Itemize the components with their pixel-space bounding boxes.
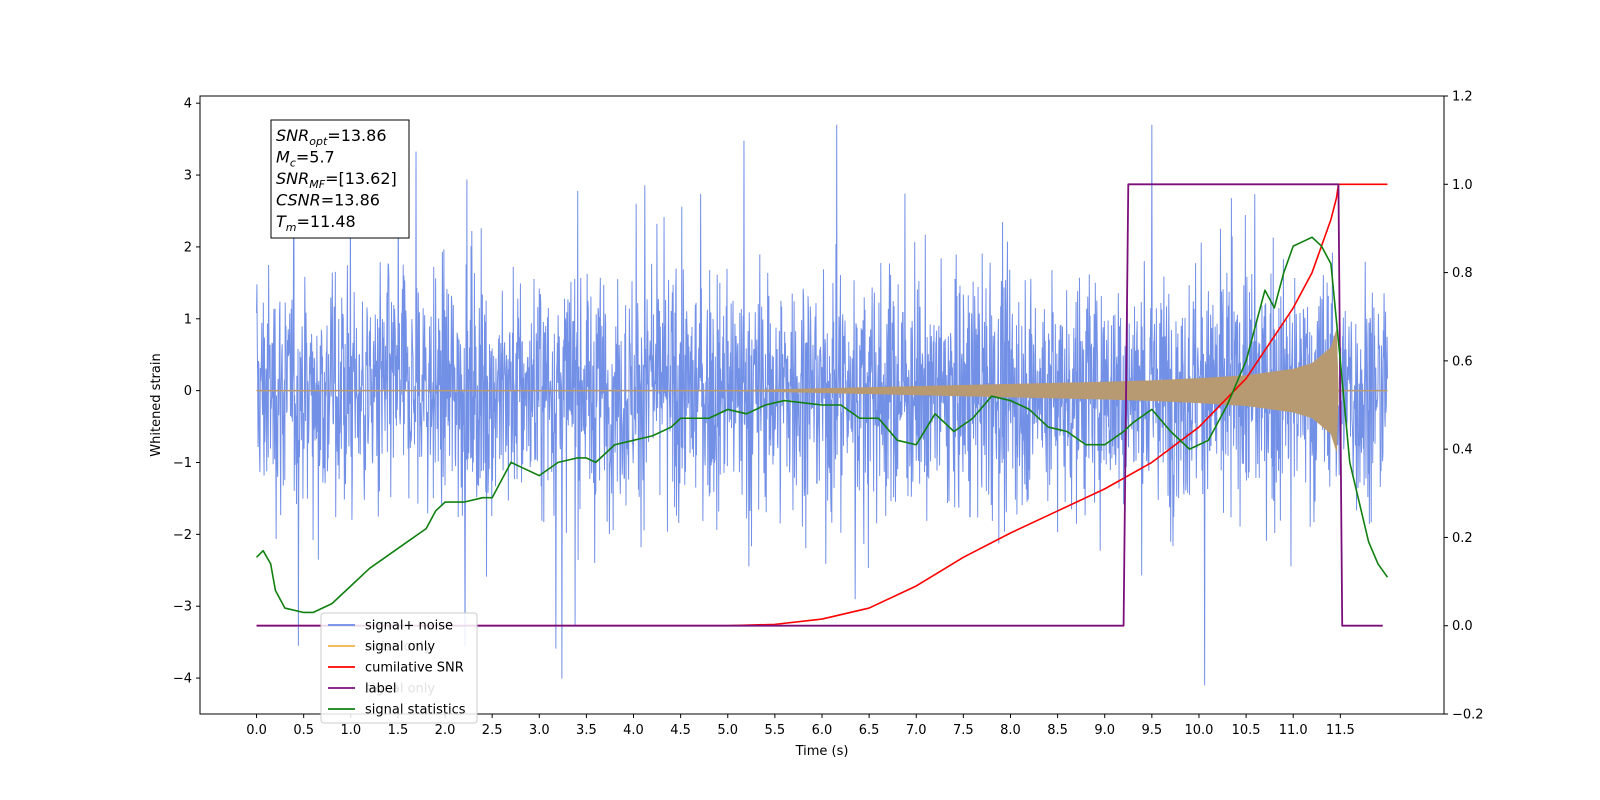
x-tick-label: 3.0 [529, 723, 550, 738]
signal-statistics-line [255, 236, 1389, 614]
x-tick-label: 7.5 [953, 723, 974, 738]
legend-label: cumilative SNR [365, 661, 464, 676]
x-tick-label: 4.0 [623, 723, 644, 738]
legend-label: label [365, 682, 396, 697]
info-box-frame [270, 119, 410, 239]
x-tick-label: 8.5 [1047, 723, 1068, 738]
x-tick-label: 2.0 [435, 723, 456, 738]
x-tick-label: 10.5 [1232, 723, 1261, 738]
y-left-tick-label: −3 [173, 600, 192, 615]
y-left-tick-label: 2 [184, 240, 192, 255]
y-left-tick-label: −1 [173, 456, 192, 471]
y-left-tick-label: −2 [173, 528, 192, 543]
x-tick-label: 9.5 [1142, 723, 1163, 738]
y-left-tick-label: 3 [184, 169, 192, 184]
legend-frame [320, 612, 478, 724]
legend: signal+ noise signal only cumilative SNR la… [320, 612, 478, 724]
x-tick-label: 0.5 [293, 723, 314, 738]
y-axis-right: 1.2 1.0 0.8 0.6 0.4 0.2 0.0 −0.2 [1444, 90, 1484, 723]
info-line: CSNR=13.86 [276, 191, 380, 210]
y-axis-title: Whitened strain [149, 353, 164, 456]
x-tick-label: 5.0 [717, 723, 738, 738]
y-right-tick-label: 0.2 [1452, 531, 1473, 546]
x-tick-label: 10.0 [1184, 723, 1213, 738]
info-line: SNRMF=[13.62] [276, 169, 397, 191]
x-tick-label: 9.0 [1094, 723, 1115, 738]
x-axis-title: Time (s) [795, 744, 849, 759]
legend-label: signal+ noise [365, 619, 453, 634]
x-tick-label: 7.0 [906, 723, 927, 738]
info-line: Tm=11.48 [276, 212, 356, 234]
y-left-tick-label: 0 [184, 384, 192, 399]
y-right-tick-label: 0.8 [1452, 266, 1473, 281]
x-tick-label: 6.5 [859, 723, 880, 738]
x-tick-label: 3.5 [576, 723, 597, 738]
y-right-tick-label: 0.6 [1452, 354, 1473, 369]
x-tick-label: 11.5 [1326, 723, 1355, 738]
y-left-tick-label: −4 [173, 672, 192, 687]
y-right-tick-label: 1.2 [1452, 90, 1473, 105]
legend-label: signal statistics [365, 703, 466, 718]
info-box: SNRopt=13.86Mc=5.7SNRMF=[13.62]CSNR=13.8… [270, 119, 410, 239]
label-line [256, 183, 1383, 627]
x-tick-label: 4.5 [670, 723, 691, 738]
info-line: Mc=5.7 [276, 148, 335, 170]
legend-label: signal only [365, 640, 435, 655]
x-tick-label: 11.0 [1279, 723, 1308, 738]
y-right-tick-label: 0.4 [1452, 443, 1473, 458]
y-left-tick-label: 4 [184, 97, 192, 112]
x-tick-label: 1.5 [388, 723, 409, 738]
x-tick-label: 6.0 [812, 723, 833, 738]
x-tick-label: 8.0 [1000, 723, 1021, 738]
y-right-tick-label: 1.0 [1452, 178, 1473, 193]
x-tick-label: 2.5 [482, 723, 503, 738]
legend-ghost-label: signal only [365, 682, 435, 697]
x-tick-label: 0.0 [246, 723, 267, 738]
plot-series [255, 124, 1389, 686]
plot-area [255, 124, 1389, 686]
x-axis: 0.0 0.5 1.0 1.5 2.0 2.5 3.0 3.5 4.0 4.5 5.0 5.5 6.0 6… [246, 714, 1355, 738]
cumulative-snr-line [256, 183, 1388, 627]
y-axis-left: 4 3 2 1 0 −1 −2 −3 −4 [173, 97, 200, 687]
info-line: SNRopt=13.86 [276, 126, 387, 148]
x-tick-label: 1.0 [340, 723, 361, 738]
y-right-tick-label: −0.2 [1452, 708, 1484, 723]
y-right-tick-label: 0.0 [1452, 619, 1473, 634]
legend-ghost-label: noise only [365, 640, 432, 655]
x-tick-label: 5.5 [765, 723, 786, 738]
y-left-tick-label: 1 [184, 312, 192, 327]
